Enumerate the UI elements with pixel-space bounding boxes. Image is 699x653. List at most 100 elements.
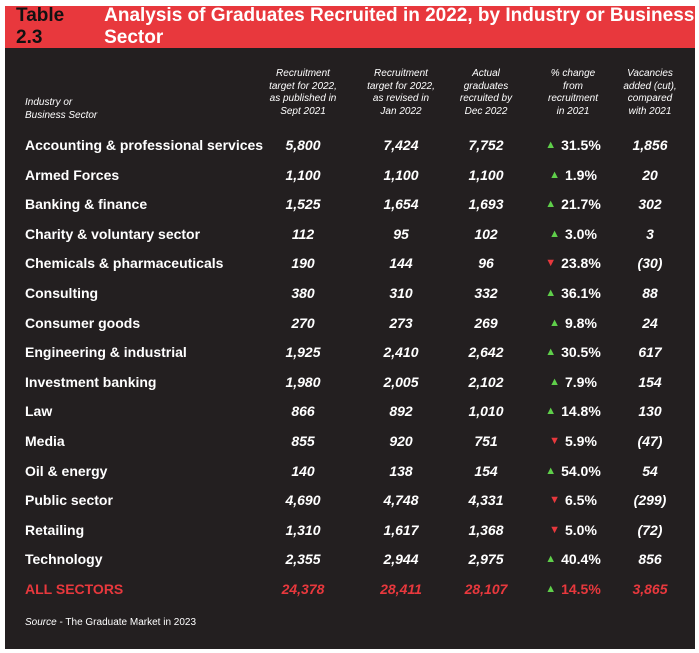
actual-recruited: 2,642 — [468, 344, 504, 361]
sector-name: Technology — [25, 551, 103, 568]
actual-recruited: 332 — [474, 285, 498, 301]
percent-change: ▲ 3.0% — [523, 220, 623, 249]
table-row: Investment banking 1,980 2,005 2,102 ▲ 7.9% 15… — [5, 368, 695, 397]
vacancies-change: 617 — [638, 344, 662, 361]
vacancies-change: 3 — [646, 225, 654, 242]
percent-change: ▼ 6.5% — [523, 486, 623, 515]
sector-name: Chemicals & pharmaceuticals — [25, 255, 224, 272]
target-jan: 1,100 — [383, 166, 419, 183]
change-value: 14.5% — [561, 581, 601, 597]
sector-name: Public sector — [25, 492, 113, 509]
sector-name: Engineering & industrial — [25, 344, 187, 361]
vacancies-change: 302 — [638, 196, 662, 213]
sector-name: Retailing — [25, 521, 85, 538]
table-title: Analysis of Graduates Recruited in 2022,… — [104, 5, 695, 48]
change-value: 30.5% — [561, 344, 601, 361]
vacancies-change: 130 — [638, 403, 662, 420]
triangle-up-icon: ▲ — [549, 227, 560, 240]
change-value: 3.0% — [564, 225, 597, 242]
vacancies-change: (30) — [637, 255, 663, 272]
total-row: ALL SECTORS 24,378 28,411 28,107 ▲ 14.5% 3,865 — [5, 575, 695, 604]
table-row: Banking & finance 1,525 1,654 1,693 ▲ 21.7% 30… — [5, 190, 695, 219]
percent-change: ▲ 1.9% — [523, 161, 623, 190]
vacancies-change: 54 — [642, 462, 658, 479]
header-target-jan: Recruitment target for 2022, as revised … — [367, 68, 435, 117]
sector-name: Investment banking — [25, 373, 157, 390]
change-value: 23.8% — [561, 255, 601, 272]
table-row: Armed Forces 1,100 1,100 1,100 ▲ 1.9% 20 — [5, 161, 695, 190]
percent-change: ▲ 9.8% — [523, 309, 623, 338]
target-sept: 270 — [291, 314, 315, 331]
vacancies-change: 856 — [638, 551, 662, 568]
source-text: - The Graduate Market in 2023 — [56, 617, 197, 628]
sector-name: Charity & voluntary sector — [25, 225, 201, 242]
target-jan: 28,411 — [380, 581, 422, 597]
sector-name: Consulting — [25, 285, 99, 301]
target-sept: 24,378 — [281, 581, 325, 597]
header-target-sept: Recruitment target for 2022, as publishe… — [269, 68, 337, 117]
target-sept: 140 — [291, 462, 315, 479]
triangle-up-icon: ▲ — [545, 139, 557, 151]
target-jan: 2,410 — [383, 344, 419, 361]
change-value: 21.7% — [561, 196, 601, 213]
actual-recruited: 1,100 — [468, 166, 504, 183]
target-sept: 1,310 — [285, 521, 321, 538]
triangle-up-icon: ▲ — [545, 405, 557, 418]
target-jan: 4,748 — [383, 492, 419, 509]
header-actual: Actual graduates recruited by Dec 2022 — [459, 68, 513, 117]
table-row: Charity & voluntary sector 112 95 102 ▲ 3.0% 3 — [5, 220, 695, 249]
vacancies-change: 1,856 — [632, 137, 668, 153]
target-sept: 1,525 — [285, 196, 321, 213]
target-jan: 7,424 — [383, 137, 419, 153]
percent-change: ▲ 36.1% — [523, 279, 623, 308]
vacancies-change: (299) — [633, 492, 667, 509]
change-value: 54.0% — [561, 462, 601, 479]
change-value: 14.8% — [561, 403, 601, 420]
target-sept: 855 — [291, 433, 315, 449]
vacancies-change: 20 — [642, 166, 658, 183]
change-value: 9.8% — [564, 314, 597, 331]
vacancies-change: (47) — [637, 433, 663, 449]
vacancies-change: 24 — [642, 314, 658, 331]
table-row: Media 855 920 751 ▼ 5.9% (47) — [5, 427, 695, 456]
percent-change: ▼ 23.8% — [523, 249, 623, 278]
table-row: Oil & energy 140 138 154 ▲ 54.0% 54 — [5, 457, 695, 486]
change-value: 6.5% — [564, 492, 597, 509]
actual-recruited: 1,368 — [468, 521, 504, 538]
change-value: 40.4% — [561, 551, 601, 568]
percent-change: ▲ 7.9% — [523, 368, 623, 397]
target-sept: 4,690 — [285, 492, 321, 509]
sector-name: Oil & energy — [25, 462, 108, 479]
change-value: 31.5% — [561, 137, 601, 153]
change-value: 5.0% — [564, 521, 597, 538]
target-sept: 380 — [291, 285, 315, 301]
table-row: Retailing 1,310 1,617 1,368 ▼ 5.0% (72) — [5, 516, 695, 545]
target-jan: 273 — [389, 314, 413, 331]
table-row: Technology 2,355 2,944 2,975 ▲ 40.4% 856 — [5, 545, 695, 574]
triangle-up-icon: ▲ — [545, 464, 557, 477]
sector-name: Law — [25, 403, 53, 420]
triangle-up-icon: ▲ — [545, 198, 557, 211]
change-value: 5.9% — [564, 433, 597, 449]
sector-name: Consumer goods — [25, 314, 141, 331]
target-jan: 310 — [389, 285, 413, 301]
target-jan: 95 — [393, 225, 409, 242]
triangle-up-icon: ▲ — [545, 553, 557, 566]
table-row: Law 866 892 1,010 ▲ 14.8% 130 — [5, 397, 695, 426]
sector-name: Armed Forces — [25, 166, 120, 183]
vacancies-change: 154 — [638, 373, 662, 390]
change-value: 1.9% — [564, 166, 597, 183]
table-row: Engineering & industrial 1,925 2,410 2,642 ▲… — [5, 338, 695, 367]
actual-recruited: 96 — [478, 255, 494, 272]
title-bar: Table 2.3 Analysis of Graduates Recruite… — [5, 5, 695, 48]
actual-recruited: 7,752 — [468, 137, 504, 153]
target-jan: 892 — [389, 403, 413, 420]
target-sept: 5,800 — [285, 137, 321, 153]
triangle-down-icon: ▼ — [549, 435, 560, 447]
target-jan: 144 — [389, 255, 413, 272]
percent-change: ▲ 14.5% — [523, 575, 623, 604]
header-vacancies: Vacancies added (cut), compared with 202… — [623, 68, 677, 117]
target-sept: 190 — [291, 255, 315, 272]
target-sept: 112 — [291, 225, 315, 242]
source-note: Source - The Graduate Market in 2023 — [25, 617, 196, 628]
